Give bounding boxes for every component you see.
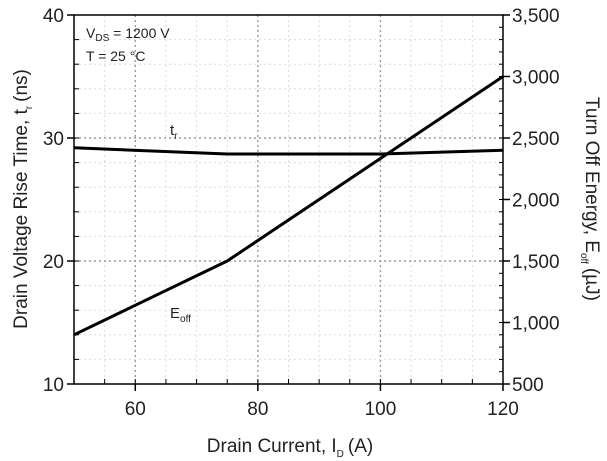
bottom-tick-label: 60 (125, 399, 146, 420)
y-axis-right-title: Turn Off Energy, Eoff(µJ) (578, 97, 602, 301)
condition-temperature: T = 25 °C (86, 48, 145, 64)
minor-gridlines (74, 15, 503, 384)
series-label-tr: tr (170, 122, 178, 142)
y-axis-left-title: Drain Voltage Rise Time, tr(ns) (11, 69, 35, 329)
right-tick-label: 2,500 (512, 129, 560, 150)
left-tick-label: 40 (43, 6, 64, 27)
series-label-eoff: Eoff (170, 305, 191, 325)
series-line-tr (73, 146, 504, 156)
right-tick-label: 1,500 (512, 252, 560, 273)
bottom-axis-ticks: 60 80 100 120 (73, 379, 519, 420)
right-tick-label: 500 (512, 375, 544, 396)
right-tick-label: 3,000 (512, 68, 560, 89)
series-lines (73, 75, 504, 337)
right-tick-label: 3,500 (512, 6, 560, 27)
bottom-tick-label: 100 (365, 399, 397, 420)
right-tick-label: 2,000 (512, 191, 560, 212)
left-tick-label: 30 (43, 129, 64, 150)
series-line-eoff (73, 75, 504, 337)
condition-vds: VDS = 1200 V (86, 25, 170, 44)
bottom-tick-label: 80 (247, 399, 268, 420)
left-tick-label: 20 (43, 252, 64, 273)
bottom-tick-label: 120 (487, 399, 519, 420)
left-tick-label: 10 (43, 375, 64, 396)
right-tick-label: 1,000 (512, 314, 560, 335)
left-axis-ticks: 10 20 30 40 (43, 6, 79, 396)
major-gridlines (74, 15, 503, 384)
x-axis-title: Drain Current, ID (A) (207, 436, 373, 460)
right-axis-ticks: 500 1,000 1,500 2,000 2,500 3,000 3,500 (499, 6, 560, 396)
